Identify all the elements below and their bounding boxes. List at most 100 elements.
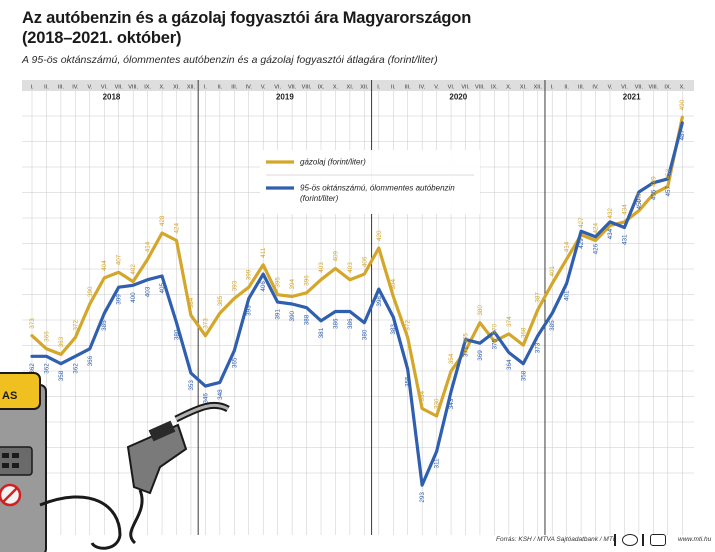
month-tick-label: I. [551,85,555,91]
month-axis-band [22,80,694,91]
diesel-data-label: 427 [578,217,585,228]
diesel-data-label: 396 [304,275,311,286]
month-tick-label: II. [564,85,569,91]
diesel-data-label: 440 [636,193,643,204]
petrol-data-label: 391 [275,309,282,320]
diesel-data-label: 384 [188,297,195,308]
petrol-data-label: 366 [87,355,94,366]
diesel-data-label: 394 [289,279,296,290]
month-tick-label: II. [44,85,49,91]
month-tick-label: II. [391,85,396,91]
diesel-data-label: 370 [491,323,498,334]
petrol-data-label: 364 [506,359,513,370]
diesel-data-label: 366 [43,331,50,342]
diesel-data-label: 414 [564,241,571,252]
diesel-data-label: 385 [217,295,224,306]
month-tick-label: XI. [173,85,180,91]
petrol-data-label: 429 [578,238,585,249]
petrol-data-label: 403 [145,286,152,297]
diesel-data-label: 372 [405,320,412,331]
diesel-data-label: 449 [650,176,657,187]
diesel-data-label: 380 [477,305,484,316]
petrol-data-label: 388 [304,314,311,325]
footer-separator [642,534,644,546]
diesel-data-label: 409 [332,251,339,262]
month-tick-label: XI. [520,85,527,91]
diesel-data-label: 387 [535,292,542,303]
diesel-data-label: 354 [448,353,455,364]
month-tick-label: IX. [491,85,498,91]
petrol-data-label: 346 [202,393,209,404]
month-tick-label: III. [58,85,65,91]
month-tick-label: VII. [461,85,470,91]
diesel-data-label: 401 [549,265,556,276]
svg-text:AS: AS [2,390,17,402]
month-tick-label: VIII. [648,85,658,91]
petrol-data-label: 385 [101,320,108,331]
petrol-data-label: 385 [549,320,556,331]
petrol-data-label: 311 [434,458,441,469]
petrol-line [30,121,684,487]
diesel-data-label: 403 [318,262,325,273]
diesel-data-label: 407 [116,254,123,265]
petrol-data-label: 405 [159,283,166,294]
diesel-data-label: 411 [260,247,267,258]
diesel-data-label: 373 [202,318,209,329]
month-tick-label: VII. [288,85,297,91]
month-tick-label: IV. [246,85,253,91]
diesel-data-label: 428 [159,215,166,226]
month-tick-label: IX. [318,85,325,91]
month-tick-label: III. [405,85,412,91]
diesel-data-label: 453 [665,168,672,179]
month-tick-label: XII. [534,85,543,91]
month-tick-label: IV. [592,85,599,91]
diesel-data-label: 420 [376,230,383,241]
year-label: 2018 [103,93,121,102]
month-tick-label: X. [159,85,165,91]
petrol-data-label: 369 [477,350,484,361]
diesel-data-label: 374 [506,316,513,327]
month-tick-label: X. [506,85,512,91]
diesel-data-label: 372 [72,320,79,331]
diesel-data-label: 414 [145,241,152,252]
chart-title: Az autóbenzin és a gázolaj fogyasztói ár… [22,8,471,48]
month-tick-label: V. [261,85,266,91]
diesel-data-label: 402 [130,264,137,275]
month-tick-label: V. [434,85,439,91]
month-tick-label: VII. [635,85,644,91]
month-tick-label: I. [377,85,381,91]
diesel-data-label: 406 [361,256,368,267]
legend-petrol-label-unit: (forint/liter) [300,194,339,203]
petrol-data-label: 358 [520,370,527,381]
month-tick-label: VIII. [128,85,138,91]
month-tick-label: IX. [664,85,671,91]
month-tick-label: III. [231,85,238,91]
diesel-data-label: 330 [434,398,441,409]
month-tick-label: X. [680,85,686,91]
petrol-data-label: 431 [621,234,628,245]
month-tick-label: II. [218,85,223,91]
month-tick-label: VII. [115,85,124,91]
footer-separator [614,534,616,546]
footer-website: www.mti.hu [678,536,712,543]
chart-svg: I. II. III. IV. V. VI. VII. VIII. IX. X. XI. XII. I.… [22,80,694,535]
month-tick-label: III. [578,85,585,91]
month-tick-label: IX. [144,85,151,91]
month-tick-label: V. [87,85,92,91]
line-chart: I. II. III. IV. V. VI. VII. VIII. IX. X. XI. XII. I.… [22,80,702,535]
diesel-data-label: 403 [347,262,354,273]
fuel-pump-illustration: AS [0,372,230,552]
petrol-data-label: 373 [535,342,542,353]
petrol-data-label: 398 [376,296,383,307]
petrol-data-label: 380 [361,329,368,340]
month-tick-label: VI. [101,85,108,91]
petrol-data-label: 365 [231,357,238,368]
title-line-2: (2018–2021. október) [22,29,182,47]
diesel-data-label: 424 [174,223,181,234]
petrol-data-label: 375 [491,339,498,350]
petrol-data-label: 455 [650,189,657,200]
year-label: 2020 [449,93,467,102]
month-tick-label: IV. [72,85,79,91]
diesel-data-label: 365 [463,333,470,344]
title-line-1: Az autóbenzin és a gázolaj fogyasztói ár… [22,9,472,27]
